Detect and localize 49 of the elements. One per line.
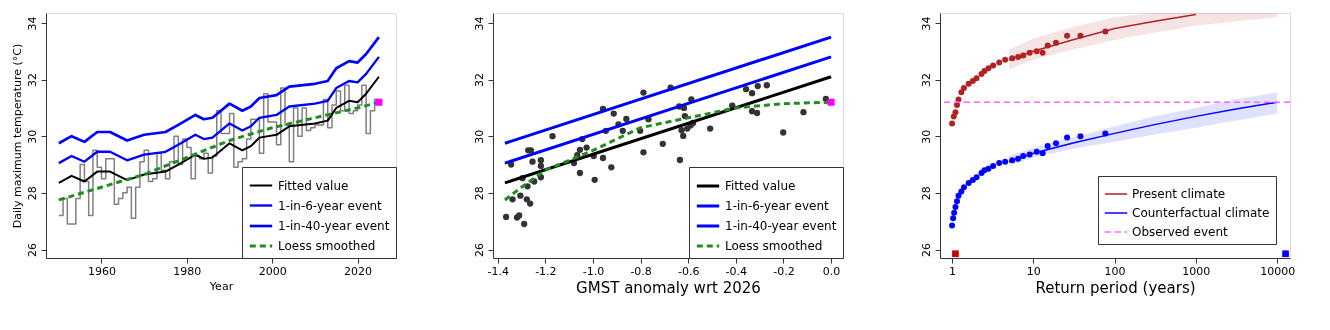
y-tick-label: 26 bbox=[919, 243, 933, 257]
x-tick-label: -0.6 bbox=[678, 264, 700, 278]
legend-label: 1-in-6-year event bbox=[725, 199, 830, 213]
legend-label: Present climate bbox=[1132, 187, 1226, 201]
line-series bbox=[57, 55, 381, 165]
legend-label: Fitted value bbox=[278, 178, 349, 193]
legend-label: Counterfactual climate bbox=[1132, 206, 1270, 220]
y-tick-label: 34 bbox=[25, 16, 39, 31]
y-tick-label: 26 bbox=[25, 243, 39, 257]
x-tick-label: 1960 bbox=[87, 264, 116, 278]
x-tick-label: 2020 bbox=[344, 264, 373, 278]
x-tick-label: 1 bbox=[949, 264, 957, 278]
x-axis-title: GMST anomaly wrt 2026 bbox=[576, 278, 761, 297]
legend-label: Loess smoothed bbox=[725, 239, 823, 253]
y-tick-label: 32 bbox=[472, 73, 486, 88]
x-tick-label: -1.0 bbox=[582, 264, 605, 278]
legend-label: Fitted value bbox=[725, 179, 796, 193]
x-tick-label: -1.2 bbox=[535, 264, 557, 278]
x-axis-title: Year bbox=[208, 279, 234, 293]
x-tick-label: -1.4 bbox=[487, 264, 509, 278]
y-tick-label: 26 bbox=[472, 243, 486, 257]
y-tick-label: 32 bbox=[919, 73, 933, 88]
x-tick-label: 10000 bbox=[1260, 264, 1296, 278]
x-tick-label: 10 bbox=[1026, 264, 1041, 278]
y-tick-label: 30 bbox=[919, 129, 933, 144]
y-tick-label: 30 bbox=[472, 129, 486, 144]
x-tick-label: 100 bbox=[1104, 264, 1126, 278]
legend-label: Observed event bbox=[1132, 225, 1229, 239]
y-tick-label: 28 bbox=[25, 186, 39, 201]
legend-label: 1-in-40-year event bbox=[278, 219, 390, 233]
y-tick-label: 34 bbox=[472, 16, 486, 31]
x-tick-label: -0.4 bbox=[725, 264, 748, 278]
x-tick-label: 1000 bbox=[1182, 264, 1211, 278]
x-tick-label: 0.0 bbox=[822, 264, 841, 278]
y-tick-label: 32 bbox=[25, 73, 39, 88]
y-tick-label: 30 bbox=[25, 129, 39, 144]
x-tick-label: -0.2 bbox=[773, 264, 795, 278]
x-tick-label: 1980 bbox=[173, 264, 202, 278]
line-series bbox=[57, 35, 381, 145]
x-tick-label: 2000 bbox=[258, 264, 287, 278]
x-tick-label: -0.8 bbox=[630, 264, 652, 278]
y-tick-label: 28 bbox=[472, 186, 486, 201]
y-tick-label: 28 bbox=[919, 186, 933, 201]
y-tick-label: 34 bbox=[919, 16, 933, 31]
legend-label: 1-in-40-year event bbox=[725, 219, 837, 233]
legend-label: 1-in-6-year event bbox=[278, 198, 383, 213]
y-axis-title: Daily maximum temperature (°C) bbox=[10, 43, 24, 229]
x-axis-title: Return period (years) bbox=[1035, 278, 1196, 297]
legend-label: Loess smoothed bbox=[278, 239, 376, 253]
